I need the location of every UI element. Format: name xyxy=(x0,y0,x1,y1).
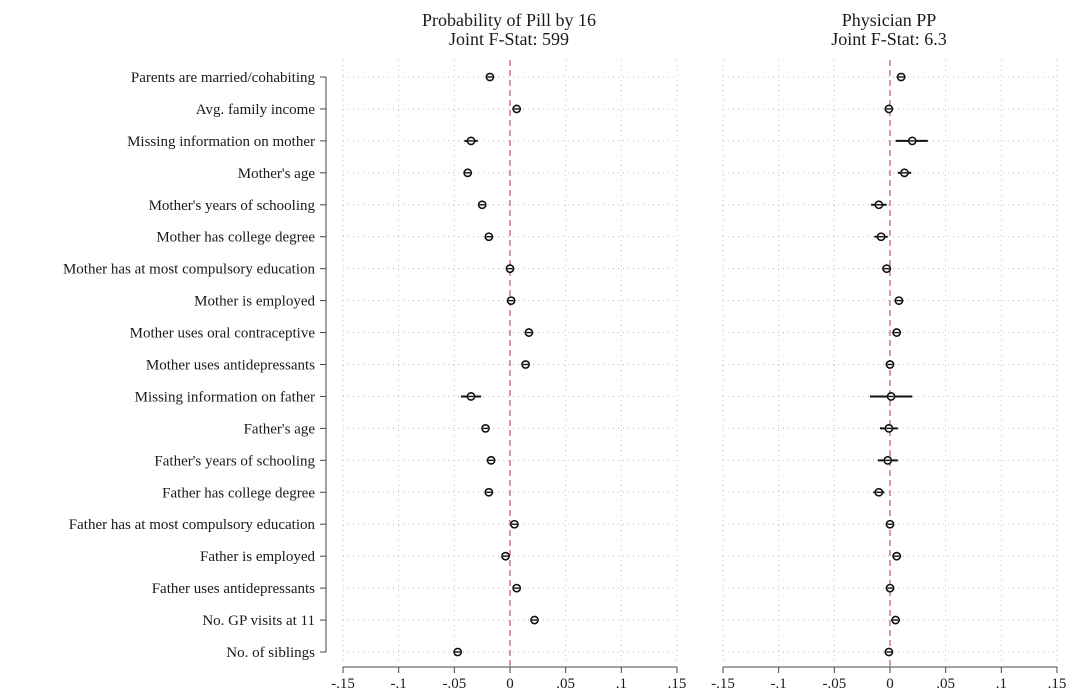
x-tick-label: .15 xyxy=(668,676,687,692)
category-label: Mother's age xyxy=(238,166,316,182)
category-label: Missing information on father xyxy=(135,389,315,405)
category-label: Mother has college degree xyxy=(156,230,315,246)
x-tick-label: -.15 xyxy=(331,676,355,692)
x-tick-label: .05 xyxy=(936,676,955,692)
x-tick-label: .1 xyxy=(996,676,1007,692)
x-tick-label: 0 xyxy=(886,676,894,692)
panel-title: Physician PP xyxy=(842,10,937,30)
panel-subtitle: Joint F-Stat: 6.3 xyxy=(831,29,947,49)
category-label: Father is employed xyxy=(200,549,315,565)
category-label: Mother uses oral contraceptive xyxy=(130,326,316,342)
panel-subtitle: Joint F-Stat: 599 xyxy=(449,29,569,49)
category-label: No. GP visits at 11 xyxy=(202,613,315,629)
category-label: Parents are married/cohabiting xyxy=(131,70,316,86)
x-tick-label: 0 xyxy=(506,676,514,692)
category-label: Mother's years of schooling xyxy=(149,198,316,214)
category-label: Father has college degree xyxy=(162,485,315,501)
panel-pill-by-16: Probability of Pill by 16 Joint F-Stat: … xyxy=(331,10,686,692)
x-tick-label: -.1 xyxy=(391,676,407,692)
panel-physician-pp: Physician PP Joint F-Stat: 6.3 -.15 -.1 -.… xyxy=(711,10,1066,692)
x-tick-label: .1 xyxy=(616,676,627,692)
category-label: Mother is employed xyxy=(194,294,315,310)
category-label: Avg. family income xyxy=(196,102,316,118)
x-tick-label: .15 xyxy=(1048,676,1067,692)
category-label: Mother uses antidepressants xyxy=(146,358,315,374)
category-label: Missing information on mother xyxy=(127,134,315,150)
x-tick-label: -.05 xyxy=(822,676,846,692)
x-tick-label: .05 xyxy=(556,676,575,692)
category-label: Father's years of schooling xyxy=(154,453,315,469)
x-tick-label: -.15 xyxy=(711,676,735,692)
category-label: Mother has at most compulsory education xyxy=(63,262,316,278)
x-tick-label: -.1 xyxy=(771,676,787,692)
category-label: No. of siblings xyxy=(226,645,315,661)
category-label: Father's age xyxy=(244,421,316,437)
panel-title: Probability of Pill by 16 xyxy=(422,10,596,30)
x-tick-label: -.05 xyxy=(442,676,466,692)
category-label: Father uses antidepressants xyxy=(152,581,315,597)
category-labels: Parents are married/cohabiting Avg. famil… xyxy=(63,70,327,661)
category-label: Father has at most compulsory education xyxy=(69,517,316,533)
